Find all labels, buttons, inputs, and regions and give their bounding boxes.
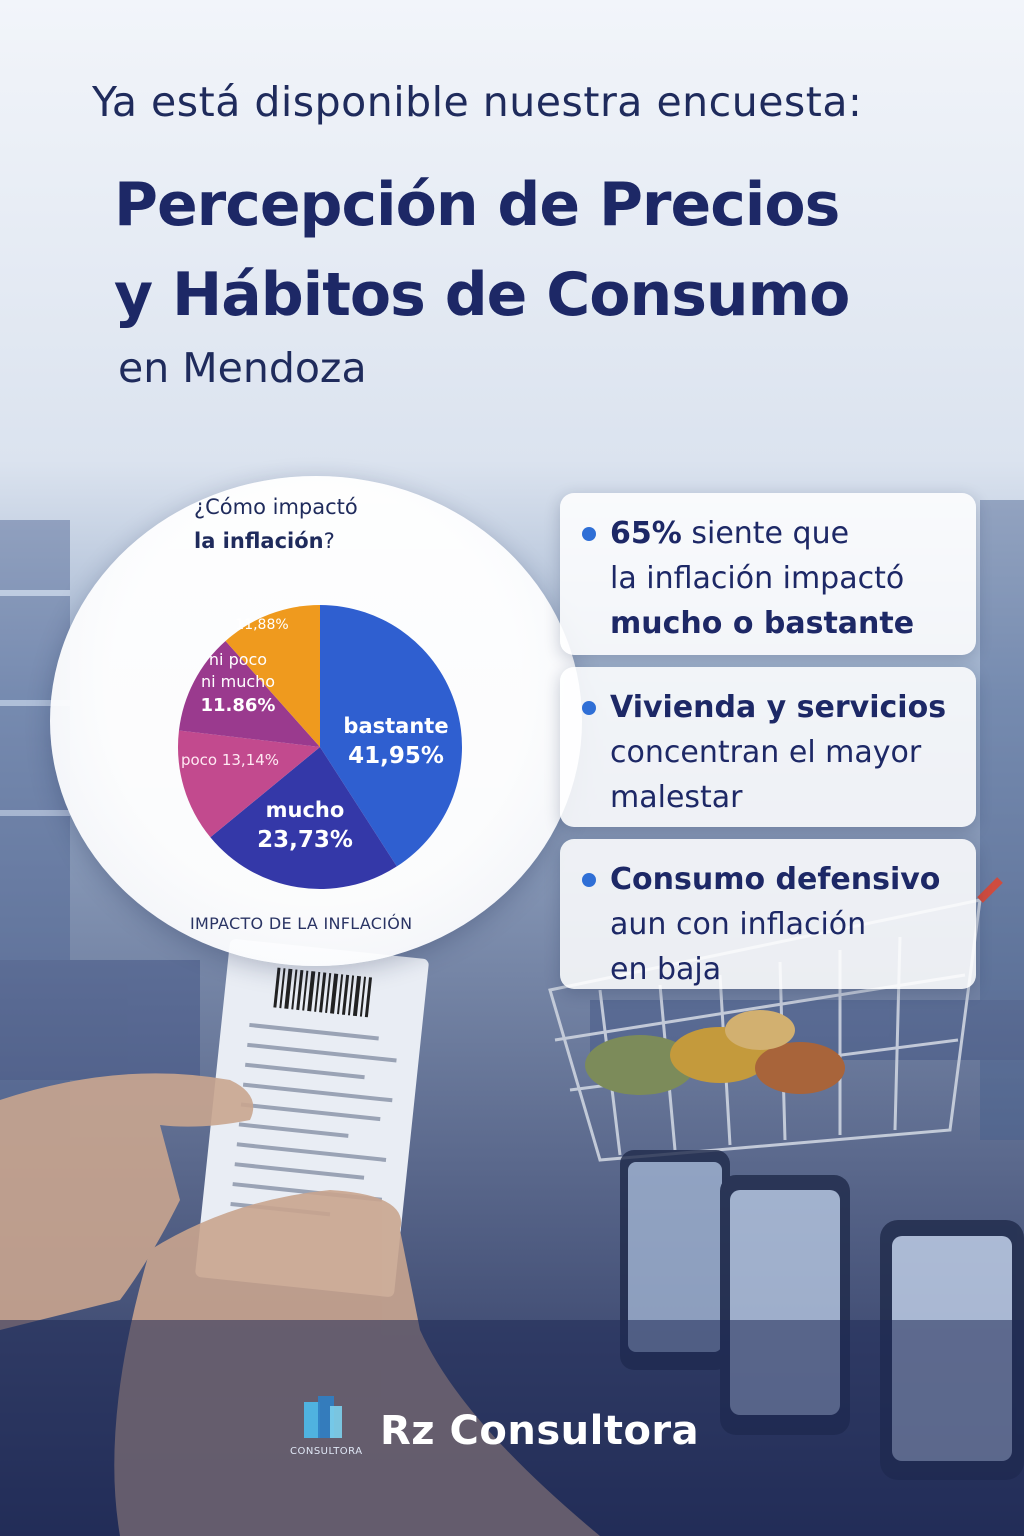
pie-slice [178, 640, 320, 747]
pie-slice [225, 605, 320, 747]
chart-caption: IMPACTO DE LA INFLACIÓN [190, 914, 413, 933]
bullet-icon [582, 873, 596, 887]
slice-label: mucho [266, 798, 345, 822]
question-bold: la inflación [194, 529, 324, 553]
card-line: concentran el mayor [610, 735, 922, 770]
card-highlight: Consumo defensivo [610, 862, 941, 897]
headline: Ya está disponible nuestra encuesta: [92, 78, 863, 126]
logo-caption: CONSULTORA [290, 1446, 363, 1457]
data-label: 23,73% [257, 827, 353, 853]
card-highlight: mucho o bastante [610, 606, 915, 641]
data-label: 11,88% [235, 617, 288, 633]
pie-chart: bastante 41,95% mucho 23,73% poco 13,14% ni p… [178, 605, 462, 889]
card-line: siente que [681, 516, 850, 551]
data-label: 41,95% [348, 743, 444, 769]
slice-label: bastante [343, 714, 448, 738]
bullet-icon [582, 701, 596, 715]
slice-label: ni poco [209, 650, 267, 669]
pie-slice [178, 730, 320, 838]
stat-card-3: Consumo defensivo aun con inflación en b… [560, 839, 976, 989]
subtitle: en Mendoza [118, 344, 367, 392]
data-label: poco 13,14% [181, 751, 279, 769]
slice-label: ni mucho [201, 672, 275, 691]
card-text: 65% siente que la inflación impactó much… [610, 511, 960, 646]
card-text: Consumo defensivo aun con inflación en b… [610, 857, 960, 992]
card-line: malestar [610, 780, 743, 815]
pie-slice [210, 747, 397, 889]
question-mark: ? [323, 529, 335, 553]
brand-name: Rz Consultora [380, 1408, 700, 1454]
card-highlight: Vivienda y servicios [610, 690, 947, 725]
question-text: ¿Cómo impactó [194, 495, 358, 519]
card-highlight: 65% [610, 516, 682, 551]
pie-slice [320, 605, 462, 867]
page-title: Percepción de Precios y Hábitos de Consu… [114, 160, 994, 340]
card-line: la inflación impactó [610, 561, 905, 596]
data-label: 11.86% [201, 695, 276, 716]
title-line-1: Percepción de Precios [114, 170, 840, 240]
stat-card-2: Vivienda y servicios concentran el mayor… [560, 667, 976, 827]
bullet-icon [582, 527, 596, 541]
card-line: en baja [610, 952, 722, 987]
title-line-2: y Hábitos de Consumo [114, 260, 850, 330]
brand-logo-icon [304, 1396, 342, 1438]
stat-card-1: 65% siente que la inflación impactó much… [560, 493, 976, 655]
card-text: Vivienda y servicios concentran el mayor… [610, 685, 960, 820]
chart-question: ¿Cómo impactó la inflación? [194, 490, 454, 558]
card-line: aun con inflación [610, 907, 867, 942]
groceries-illustration [585, 1010, 845, 1095]
